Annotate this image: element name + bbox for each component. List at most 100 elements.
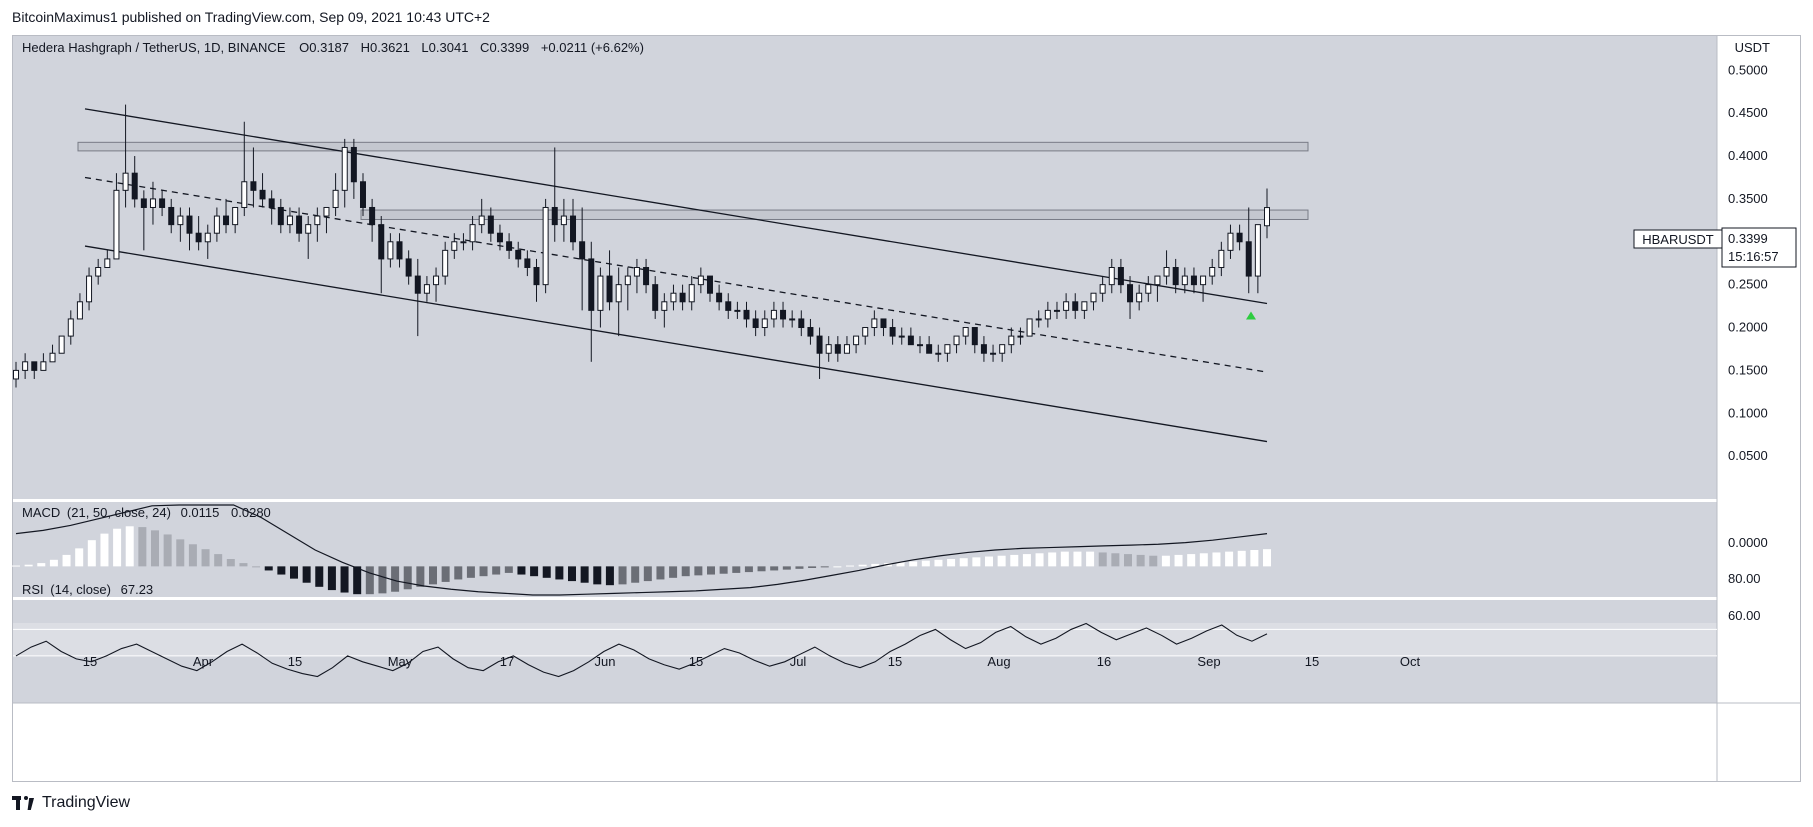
time-tick: 15 — [888, 654, 902, 669]
candle-body — [1072, 301, 1079, 311]
macd-bar — [138, 527, 147, 567]
candle-body — [296, 215, 303, 234]
candle — [213, 207, 220, 242]
candle-body — [1026, 318, 1033, 337]
candle — [588, 241, 595, 362]
candle-body — [350, 146, 357, 183]
close-value: 0.3399 — [489, 40, 529, 55]
macd-bar — [757, 566, 766, 572]
macd-bar — [846, 565, 854, 567]
candle — [971, 327, 978, 354]
macd-bar — [681, 566, 690, 577]
candle-body — [652, 284, 659, 311]
rsi-value: 67.23 — [121, 582, 154, 597]
candle-body — [825, 344, 832, 354]
candle — [31, 361, 38, 379]
candle — [643, 258, 650, 294]
candle — [478, 198, 485, 234]
candle — [661, 293, 668, 328]
candle-body — [58, 335, 65, 354]
macd-bar — [643, 566, 652, 582]
candle — [917, 336, 924, 354]
candle — [853, 335, 860, 354]
change-value: +0.0211 (+6.62%) — [541, 40, 644, 55]
candle — [405, 250, 412, 285]
candle — [323, 206, 330, 234]
candle-body — [1190, 275, 1197, 286]
macd-bar — [24, 564, 33, 567]
candle — [770, 301, 777, 328]
macd-bar — [113, 528, 122, 567]
candle-body — [259, 189, 266, 200]
macd-bar — [1035, 553, 1044, 567]
candle — [725, 293, 732, 319]
candle — [999, 344, 1006, 362]
price-tick: 0.3500 — [1728, 191, 1768, 206]
macd-bar — [934, 559, 943, 567]
macd-bar — [277, 566, 286, 575]
candle — [487, 207, 494, 242]
candle — [907, 327, 914, 346]
candle — [506, 233, 513, 259]
candle-body — [478, 215, 485, 226]
last-price-value: 0.3399 — [1728, 231, 1768, 246]
candle-body — [1264, 207, 1270, 227]
candle-body — [1008, 335, 1015, 346]
macd-bar — [252, 566, 261, 568]
candle-body — [780, 309, 787, 320]
macd-name: MACD — [22, 505, 60, 520]
candle-body — [67, 318, 74, 337]
candle-body — [524, 258, 531, 268]
candle-body — [396, 241, 403, 260]
candle-body — [898, 335, 905, 338]
macd-bar — [479, 566, 488, 577]
candle-body — [725, 301, 732, 311]
candle-body — [168, 206, 175, 226]
candle-body — [633, 267, 640, 277]
candle-body — [1136, 292, 1143, 303]
macd-bar — [403, 566, 412, 590]
macd-bar — [947, 559, 956, 567]
macd-bar — [618, 566, 627, 585]
macd-bar — [290, 566, 298, 579]
macd-bar — [264, 566, 273, 571]
macd-params: (21, 50, close, 24) — [67, 505, 171, 520]
macd-bar — [1199, 553, 1208, 567]
candle-body — [1081, 301, 1088, 311]
macd-bar — [1060, 551, 1069, 567]
macd-zero-tick: 0.0000 — [1728, 535, 1768, 550]
candle — [204, 224, 211, 259]
candle-body — [414, 275, 421, 294]
candle — [926, 336, 933, 354]
candle-body — [853, 335, 860, 346]
price-tick: 0.4000 — [1728, 148, 1768, 163]
candle — [697, 267, 704, 294]
candle-body — [31, 361, 38, 371]
candle-body — [149, 198, 156, 208]
candle-body — [643, 267, 650, 286]
candle-body — [177, 215, 184, 226]
macd-bar — [972, 557, 981, 567]
candle — [341, 138, 348, 208]
macd-bar — [833, 566, 842, 568]
macd-bar — [694, 566, 703, 576]
chart-area[interactable]: 0.50000.45000.40000.35000.30000.25000.20… — [12, 35, 1801, 782]
candle — [889, 318, 896, 345]
time-tick: 15 — [689, 654, 703, 669]
candle-body — [86, 275, 93, 303]
candle — [1099, 276, 1106, 302]
macd-bar — [239, 563, 248, 567]
resistance-zone — [77, 141, 1309, 152]
macd-bar — [555, 566, 564, 580]
time-ticks: 15 Apr 15 May 17 Jun 15 Jul 15 Aug 16 Sep 15 Oct — [83, 654, 1421, 669]
price-ticks: 0.50000.45000.40000.35000.30000.25000.20… — [1728, 62, 1768, 463]
candle-body — [40, 361, 47, 371]
candle-body — [862, 327, 869, 337]
candle-body — [487, 215, 494, 234]
macd-bar — [542, 566, 551, 578]
candle — [752, 310, 759, 337]
candle — [241, 121, 248, 217]
candle — [706, 275, 713, 302]
currency-label: USDT — [1735, 40, 1770, 55]
tradingview-logo-icon — [12, 796, 36, 810]
